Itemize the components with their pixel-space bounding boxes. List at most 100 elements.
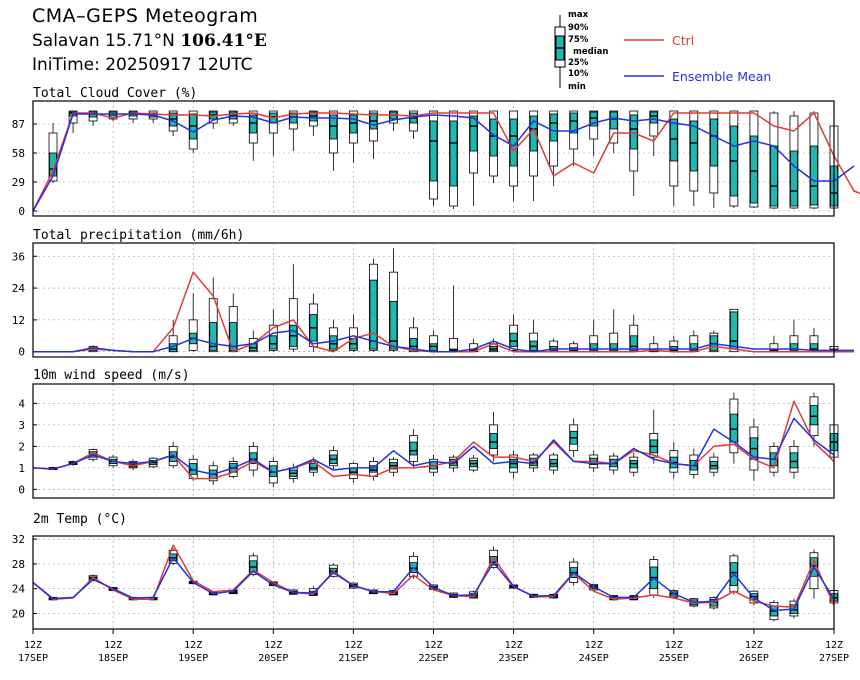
legend-label: 10% (568, 69, 589, 79)
box-whisker (328, 319, 338, 352)
box-inner (209, 322, 218, 351)
x-tick-label-hour: 12Z (825, 640, 843, 651)
box-whisker (709, 452, 719, 477)
ensemble-mean-line (32, 113, 855, 212)
box-inner (669, 118, 678, 162)
panel-4: 2m Temp (°C) 20 24 28 32 (12, 512, 839, 630)
box-inner (509, 332, 518, 347)
box-whisker (248, 110, 258, 161)
box-inner (329, 114, 338, 140)
box-inner (189, 463, 198, 475)
box-whisker (489, 338, 498, 353)
box-inner (429, 120, 438, 182)
box-whisker (729, 392, 739, 464)
y-tick-label: 32 (12, 533, 25, 546)
y-tick-label: 0 (18, 483, 25, 496)
box-inner (489, 556, 498, 566)
box-whisker (709, 330, 719, 353)
box-inner (549, 113, 558, 142)
box-whisker (569, 418, 579, 458)
box-whisker (809, 111, 819, 209)
box-whisker (208, 277, 218, 353)
box-whisker (389, 457, 398, 477)
box-whisker (369, 110, 378, 159)
box-whisker (369, 457, 378, 481)
x-tick-label-hour: 12Z (585, 640, 603, 651)
box-inner (589, 111, 598, 127)
y-tick-label: 0 (18, 205, 25, 218)
x-tick-label-hour: 12Z (344, 640, 362, 651)
box-whisker (649, 409, 659, 464)
panel-title: Total precipitation (mm/6h) (33, 228, 244, 243)
ensemble-mean-line (33, 329, 855, 353)
x-tick-label-hour: 12Z (665, 640, 683, 651)
x-tick-label-date: 22SEP (418, 653, 448, 664)
box-inner (489, 118, 498, 157)
box-whisker (108, 110, 118, 121)
y-tick-label: 4 (18, 397, 25, 410)
box-whisker (609, 309, 619, 353)
box-inner (790, 150, 798, 207)
box-inner (750, 135, 758, 204)
x-tick-label-date: 17SEP (18, 653, 48, 664)
x-tick-label-date: 27SEP (819, 653, 849, 664)
ensemble-mean-line (32, 556, 835, 612)
x-tick-label-date: 20SEP (258, 653, 288, 664)
x-tick-label-date: 25SEP (659, 653, 689, 664)
ctrl-line (32, 544, 835, 609)
panel-2: Total precipitation (mm/6h) 0 12 24 36 (12, 228, 855, 359)
box-whisker (809, 327, 819, 353)
box-whisker (769, 111, 779, 209)
y-tick-label: 28 (12, 558, 25, 571)
y-tick-label: 1 (18, 462, 25, 475)
box-whisker (449, 110, 458, 209)
legend-label: 25% (568, 58, 589, 68)
box-whisker (569, 110, 579, 166)
box-inner (609, 343, 618, 351)
box-whisker (268, 309, 278, 352)
box-whisker (589, 319, 599, 353)
x-tick-label-hour: 12Z (24, 640, 42, 651)
box-inner (629, 114, 638, 150)
x-tick-label-hour: 12Z (505, 640, 523, 651)
box-whisker (409, 429, 418, 468)
location-line: Salavan 15.71°N 106.41°E (32, 31, 267, 51)
ctrl-line (32, 112, 860, 212)
box-whisker (589, 110, 599, 156)
box-whisker (629, 452, 639, 477)
legend-mean-label: Ensemble Mean (672, 69, 771, 84)
box-inner (329, 335, 338, 350)
box-inner (269, 335, 278, 350)
legend-label: 75% (568, 35, 589, 45)
box-outer (288, 298, 298, 350)
box-inner (689, 120, 698, 172)
box-whisker (529, 319, 539, 353)
box-inner (349, 114, 358, 134)
box-whisker (248, 330, 258, 353)
box-inner (770, 145, 778, 207)
box-whisker (489, 411, 498, 462)
box-inner (309, 463, 318, 471)
y-tick-label: 12 (12, 314, 25, 327)
y-tick-label: 24 (12, 282, 26, 295)
x-tick-label-date: 23SEP (499, 653, 529, 664)
y-tick-label: 0 (18, 346, 25, 359)
x-tick-label-date: 26SEP (739, 653, 769, 664)
box-whisker (148, 110, 158, 123)
box-inner (810, 405, 818, 426)
box-inner (609, 111, 618, 130)
panel-1: Total Cloud Cover (%) 0 29 58 87 (12, 86, 860, 218)
box-inner (469, 115, 478, 152)
box-inner (369, 279, 378, 350)
box-whisker (549, 452, 559, 475)
box-inner (449, 120, 458, 187)
box-whisker (449, 285, 458, 353)
legend-label: median (573, 47, 608, 57)
box-inner (790, 343, 798, 351)
x-tick-label-date: 24SEP (579, 653, 609, 664)
x-tick-label-hour: 12Z (104, 640, 122, 651)
x-tick-label-date: 19SEP (178, 653, 208, 664)
box-whisker (188, 293, 198, 352)
box-whisker (348, 110, 358, 163)
